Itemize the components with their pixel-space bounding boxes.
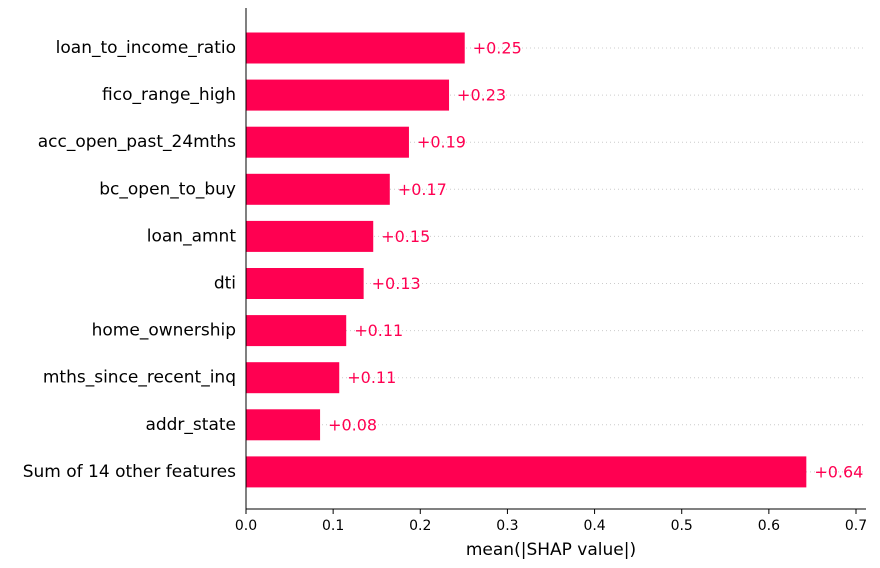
value-labels: +0.25 +0.23 +0.19 +0.17 +0.15 +0.13 +0.11 +0.11… xyxy=(328,39,863,482)
value-label: +0.19 xyxy=(417,133,466,152)
bar xyxy=(246,173,390,205)
value-label: +0.15 xyxy=(381,227,430,246)
bars xyxy=(246,32,807,488)
feature-label: loan_to_income_ratio xyxy=(56,38,236,58)
feature-label: loan_amnt xyxy=(147,226,237,246)
x-tick-label: 0.6 xyxy=(758,518,780,534)
feature-label: dti xyxy=(214,274,236,294)
x-axis-title: mean(|SHAP value|) xyxy=(466,540,636,560)
feature-label: addr_state xyxy=(145,415,236,435)
feature-label: Sum of 14 other features xyxy=(23,462,236,482)
bar xyxy=(246,32,465,64)
feature-labels: loan_to_income_ratio fico_range_high acc_o… xyxy=(23,38,237,482)
value-label: +0.17 xyxy=(398,180,447,199)
x-tick-label: 0.5 xyxy=(671,518,693,534)
value-label: +0.64 xyxy=(814,462,863,481)
bar xyxy=(246,315,347,347)
feature-label: fico_range_high xyxy=(102,85,236,105)
bar xyxy=(246,79,450,111)
x-tick-label: 0.7 xyxy=(845,518,867,534)
x-tick-label: 0.4 xyxy=(583,518,605,534)
feature-label: bc_open_to_buy xyxy=(99,179,236,199)
value-label: +0.23 xyxy=(457,86,506,105)
value-label: +0.11 xyxy=(347,368,396,387)
bar xyxy=(246,362,340,394)
feature-label: home_ownership xyxy=(92,321,236,341)
feature-label: mths_since_recent_inq xyxy=(43,368,236,388)
bar xyxy=(246,126,409,158)
value-label: +0.08 xyxy=(328,415,377,434)
x-axis-ticks: 0.0 0.1 0.2 0.3 0.4 0.5 0.6 0.7 xyxy=(235,509,867,534)
x-tick-label: 0.1 xyxy=(322,518,344,534)
x-tick-label: 0.0 xyxy=(235,518,257,534)
row-guide-lines xyxy=(246,47,865,473)
value-label: +0.25 xyxy=(473,39,522,58)
feature-label: acc_open_past_24mths xyxy=(38,132,236,152)
bar xyxy=(246,220,374,252)
x-tick-label: 0.3 xyxy=(496,518,518,534)
bar xyxy=(246,268,364,299)
bar xyxy=(246,409,321,441)
value-label: +0.11 xyxy=(354,321,403,340)
bar xyxy=(246,456,807,488)
value-label: +0.13 xyxy=(372,274,421,293)
x-tick-label: 0.2 xyxy=(409,518,431,534)
